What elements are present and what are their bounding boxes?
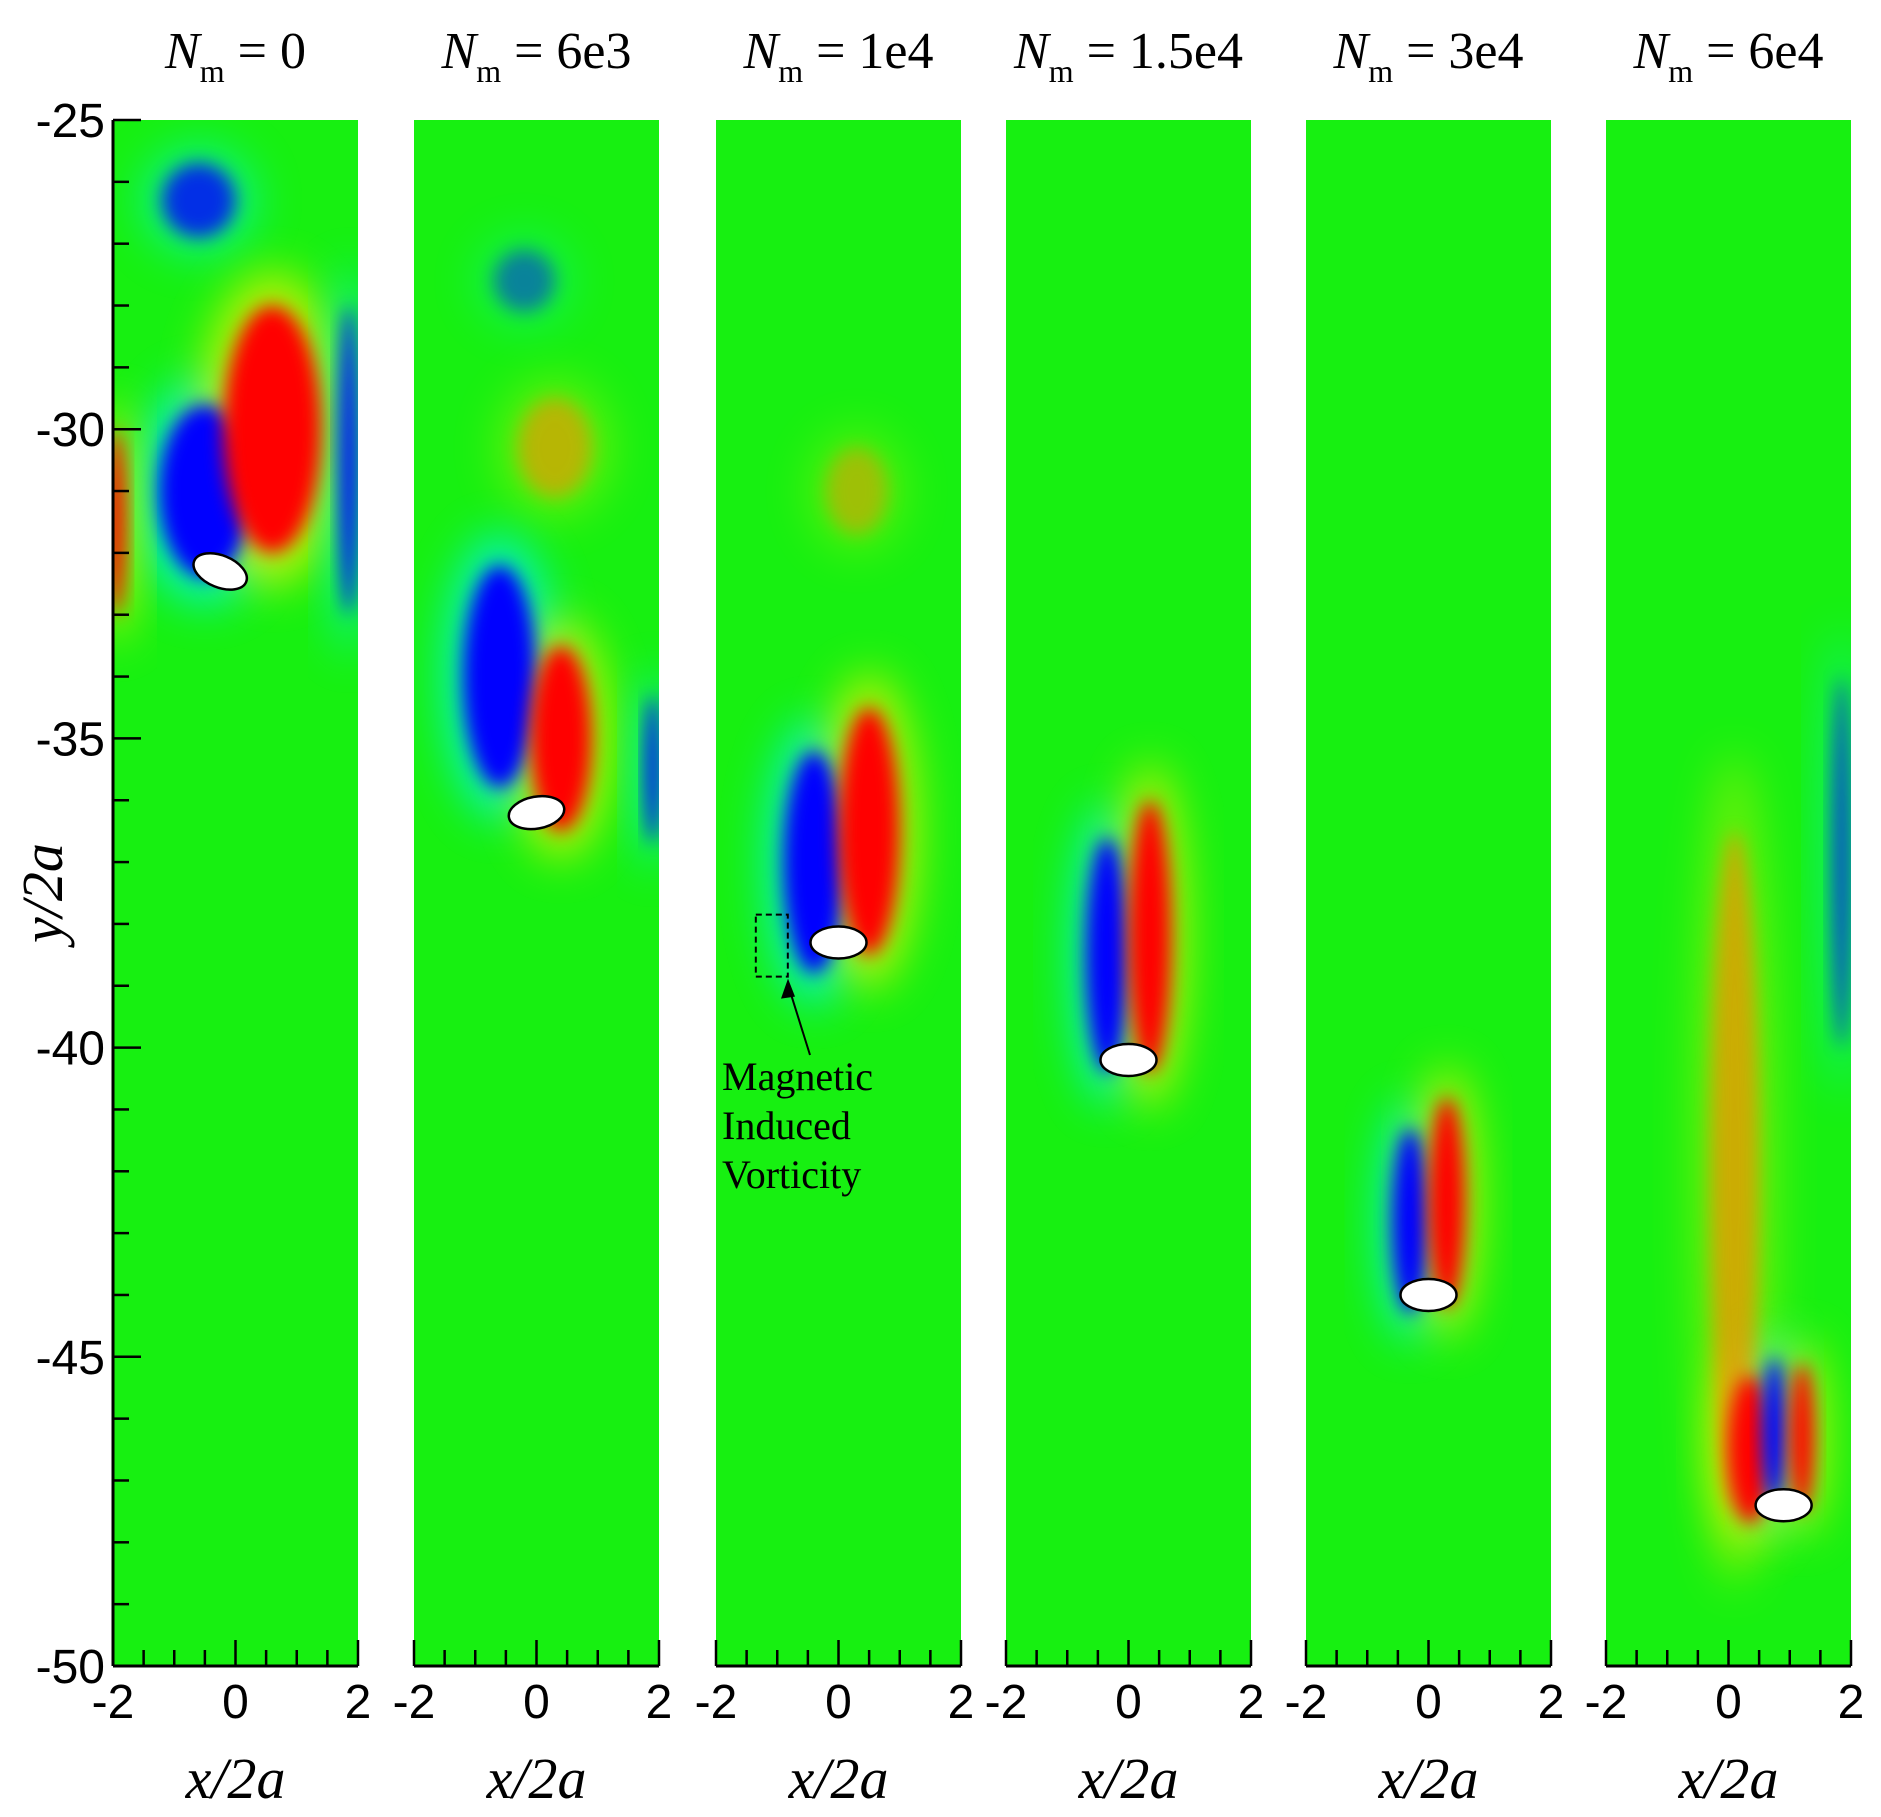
negative-vortex-1 [783,750,845,974]
negative-vortex-4 [1832,676,1851,1048]
particle [192,552,249,591]
x-tick-label: 0 [1115,1676,1142,1729]
x-axis-label: x/2a [1378,1746,1479,1811]
positive-vortex-3 [530,645,592,832]
vorticity-field [113,120,358,1666]
panel-4: -2 0 2 x/2a Nm = 3e4 [1285,23,1565,1811]
positive-vortex-3 [1789,1362,1815,1512]
panel-title: Nm = 1.5e4 [1013,23,1243,89]
x-tick-label: 0 [1415,1676,1442,1729]
particle [1099,1042,1158,1078]
x-tick-label: -2 [1285,1676,1328,1729]
particle [809,925,868,960]
vorticity-field [716,120,961,1666]
positive-vortex-2 [838,707,900,955]
particle [507,794,566,831]
negative-vortex-0 [1085,837,1129,1073]
x-axis-label: x/2a [486,1746,587,1811]
positive-vortex-1 [518,398,592,498]
x-tick-label: 2 [345,1676,372,1729]
positive-vortex-1 [1428,1097,1466,1308]
x-tick-label: 2 [1238,1676,1265,1729]
negative-vortex-0 [493,249,555,312]
x-tick-label: -2 [1585,1676,1628,1729]
particle [1399,1277,1458,1313]
x-axis-label: x/2a [185,1746,286,1811]
x-tick-label: -2 [695,1676,738,1729]
x-axis-label: x/2a [1678,1746,1779,1811]
x-tick-label: 0 [222,1676,249,1729]
x-tick-label: 2 [646,1676,673,1729]
panel-1: -2 0 2 x/2a Nm = 6e3 [393,23,673,1811]
y-tick-label: -30 [36,404,105,457]
x-tick-label: 0 [523,1676,550,1729]
positive-vortex-0 [826,447,888,535]
panel-0: -2 0 2 x/2a Nm = 0 [92,23,372,1811]
positive-vortex-3 [113,429,126,615]
y-tick-label: -50 [36,1641,105,1694]
panel-title: Nm = 0 [164,23,306,89]
panel-5: -2 0 2 x/2a Nm = 6e4 [1585,23,1865,1811]
x-axis-label: x/2a [1078,1746,1179,1811]
annotation-arrowhead [781,978,795,999]
annotation-text-line: Induced [722,1103,851,1148]
x-tick-label: -2 [92,1676,135,1729]
x-tick-label: -2 [393,1676,436,1729]
x-tick-label: 0 [1715,1676,1742,1729]
x-tick-label: 2 [948,1676,975,1729]
shared-y-axis: -25 -30 -35 -40 -45 -50 y/2a [10,95,141,1694]
negative-vortex-4 [339,305,358,615]
panel-title: Nm = 3e4 [1333,23,1524,89]
annotation-text-line: Vorticity [722,1152,861,1197]
negative-vortex-2 [1762,1356,1787,1506]
positive-vortex-2 [223,305,322,553]
positive-vortex-1 [1728,1375,1772,1524]
y-tick-label: -25 [36,95,105,148]
panel-title: Nm = 6e4 [1633,23,1824,89]
panel-title: Nm = 6e3 [441,23,632,89]
x-tick-label: 2 [1838,1676,1865,1729]
x-axis-label: x/2a [788,1746,889,1811]
negative-vortex-2 [463,565,537,788]
vorticity-field [1006,120,1251,1666]
x-tick-label: 0 [825,1676,852,1729]
particle [1754,1487,1813,1523]
vorticity-field [1306,120,1551,1666]
panels-layer: -2 0 2 x/2a Nm = 0 -2 0 2 x/2a Nm = 6e3 -2 0 2 x/2a Nm… [92,23,1865,1811]
annotation-text-line: Magnetic [722,1054,873,1099]
x-tick-label: -2 [985,1676,1028,1729]
field-background [1306,120,1551,1666]
panel-3: -2 0 2 x/2a Nm = 1.5e4 [985,23,1265,1811]
vorticity-field [1606,120,1851,1666]
negative-vortex-0 [1391,1127,1429,1314]
y-tick-label: -45 [36,1332,105,1385]
negative-vortex-0 [162,163,236,238]
positive-vortex-1 [1128,800,1172,1073]
x-tick-label: 2 [1538,1676,1565,1729]
vorticity-field [414,120,659,1666]
positive-vortex-0 [1710,831,1760,1512]
y-tick-label: -40 [36,1023,105,1076]
panel-title: Nm = 1e4 [743,23,934,89]
y-axis-label: y/2a [10,843,75,948]
annotation-box [754,913,789,978]
field-background [414,120,659,1666]
negative-vortex-4 [645,695,659,844]
y-tick-label: -35 [36,713,105,766]
